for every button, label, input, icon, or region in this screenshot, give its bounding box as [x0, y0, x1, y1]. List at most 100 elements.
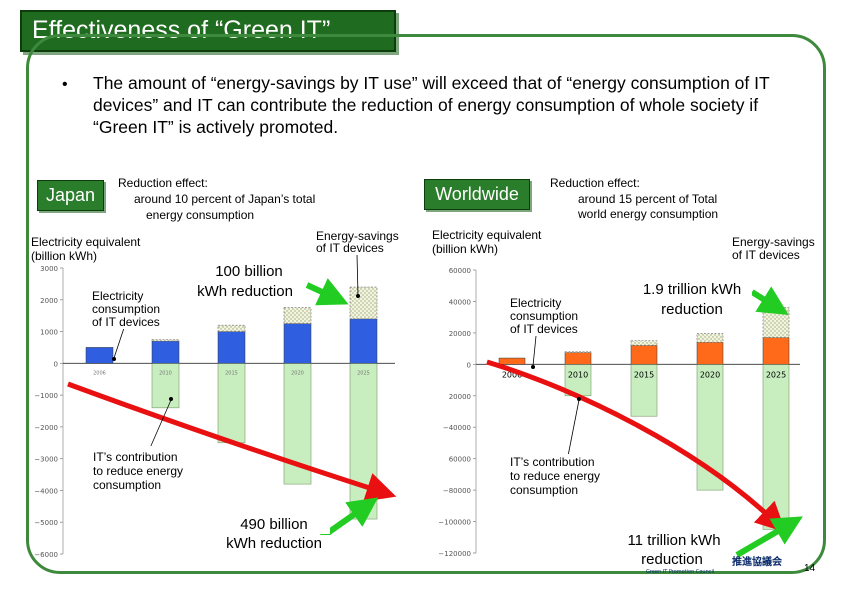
world-contribution-line-2: to reduce energy [510, 469, 601, 483]
japan-reduction-top-1: 100 billion [194, 263, 304, 281]
world-savings-bar-2015 [630, 340, 658, 346]
japan-contribution-bar-2015 [217, 363, 246, 444]
japan-category-label-2010: 2010 [159, 370, 172, 376]
japan-contribution-panel [89, 446, 199, 490]
japan-category-label-2006: 2006 [93, 370, 106, 376]
world-category-label-2020: 2020 [700, 370, 720, 379]
bullet-dot: • [62, 76, 68, 93]
world-contribution-bar-2015 [630, 364, 658, 417]
japan-consumption-leader-dot [112, 357, 116, 361]
world-consumption-line-1: Electricity [510, 296, 562, 310]
japan-consumption-line-2: consumption [92, 302, 161, 316]
japan-effect-line-1: Reduction effect: [118, 176, 208, 190]
world-ylabel-line-2: (billion kWh) [432, 242, 499, 256]
world-effect-line-3: world energy consumption [578, 207, 719, 221]
japan-consumption-panel [88, 287, 168, 329]
slide-title: Effectiveness of “Green IT” [32, 16, 331, 44]
world-ytick-label-6: 60000 [449, 456, 471, 464]
worldwide-region-label: Worldwide [424, 179, 530, 210]
world-consumption-line-2: consumption [510, 309, 579, 323]
world-red-arrow [486, 359, 786, 533]
world-contribution-leader-dot [577, 397, 581, 401]
japan-ytick-label-0: 3000 [40, 265, 58, 273]
world-green-arrow-top [750, 286, 789, 315]
japan-reduction-top-2: kWh reduction [186, 283, 304, 301]
world-contribution-leader [567, 399, 580, 457]
japan-ytick-label-3: 0 [54, 360, 58, 368]
japan-reduction-bottom-1: 490 billion [218, 516, 330, 534]
japan-ytick-label-4: −1000 [34, 392, 58, 400]
world-reduction-top-2: reduction [650, 301, 734, 319]
world-consumption-bar-2025 [762, 337, 790, 365]
world-consumption-panel [506, 294, 586, 336]
japan-consumption-bar-2010 [151, 340, 180, 364]
japan-consumption-bar-2015 [217, 331, 246, 364]
japan-savings-leader-dot [356, 294, 360, 298]
page-number: 14 [804, 563, 816, 574]
japan-savings-bar-2015 [217, 324, 246, 332]
title-banner: Effectiveness of “Green IT” [20, 10, 396, 52]
japan-ytick-label-8: −5000 [34, 519, 58, 527]
japan-savings-line-2: of IT devices [316, 241, 384, 255]
japan-category-label-2025: 2025 [357, 370, 370, 376]
council-logo-subtext: Green IT Promotion Council [646, 569, 714, 575]
world-consumption-bar-2006 [498, 357, 526, 365]
world-ytick-label-2: 20000 [449, 330, 471, 338]
world-reduction-bottom-1: 11 trillion kWh [616, 532, 732, 550]
intro-text: The amount of “energy-savings by IT use”… [93, 73, 770, 137]
world-ytick-label-1: 40000 [449, 298, 471, 306]
world-consumption-bar-2020 [696, 342, 724, 365]
japan-contribution-line-1: IT’s contribution [93, 450, 178, 464]
japan-consumption-line-3: of IT devices [92, 315, 160, 329]
world-reduction-top-1: 1.9 trillion kWh [632, 281, 752, 299]
world-savings-line-2: of IT devices [732, 248, 800, 262]
world-ytick-label-0: 60000 [449, 267, 471, 275]
japan-ytick-label-7: −4000 [34, 487, 58, 495]
japan-consumption-leader [113, 324, 126, 359]
japan-contribution-leader-dot [169, 397, 173, 401]
japan-ylabel-line-1: Electricity equivalent [31, 235, 141, 249]
japan-green-arrow-top [305, 278, 349, 306]
japan-ytick-label-9: −6000 [34, 551, 58, 559]
japan-ytick-label-2: 1000 [40, 329, 58, 337]
world-effect-line-2: around 15 percent of Total [578, 192, 718, 206]
japan-red-arrow [67, 381, 397, 502]
japan-contribution-line-3: consumption [93, 478, 162, 492]
world-savings-bar-2025 [762, 307, 790, 338]
japan-consumption-line-1: Electricity [92, 289, 144, 303]
council-logo: 推進協議会 Green IT Promotion Council [646, 555, 782, 575]
world-ytick-label-4: 20000 [449, 393, 471, 401]
world-contribution-line-1: IT’s contribution [510, 455, 595, 469]
japan-savings-bar-2025 [349, 286, 378, 320]
japan-consumption-bar-2020 [283, 323, 312, 364]
world-consumption-line-3: of IT devices [510, 322, 578, 336]
world-savings-bar-2020 [696, 333, 724, 343]
council-logo-text: 推進協議会 [732, 555, 782, 568]
worldwide-chart: 60000 40000 20000 0 20000 −40000 60000 −80000 −1… [438, 267, 803, 558]
japan-savings-bar-2020 [283, 307, 312, 324]
world-consumption-bar-2010 [564, 352, 592, 365]
world-category-label-2010: 2010 [568, 370, 588, 379]
japan-ytick-label-1: 2000 [40, 297, 58, 305]
world-savings-line-1: Energy-savings [732, 235, 815, 249]
japan-ytick-label-5: −2000 [34, 424, 58, 432]
content-frame [26, 34, 826, 574]
world-consumption-leader-dot [531, 365, 535, 369]
world-savings-bar-2010 [564, 351, 592, 353]
japan-savings-line-1: Energy-savings [316, 229, 399, 243]
world-category-label-2025: 2025 [766, 370, 786, 379]
world-category-label-2015: 2015 [634, 370, 654, 379]
japan-ytick-label-6: −3000 [34, 456, 58, 464]
world-consumption-leader [532, 335, 537, 367]
world-contribution-panel [506, 454, 614, 496]
world-ytick-label-8: −100000 [438, 519, 471, 527]
japan-chart: 3000 2000 1000 0 −1000 −2000 −3000 −4000 −5000 −6… [34, 254, 397, 559]
japan-consumption-bar-2006 [85, 347, 114, 364]
japan-consumption-bar-2025 [349, 318, 378, 364]
japan-category-label-2020: 2020 [291, 370, 304, 376]
world-ylabel-line-1: Electricity equivalent [432, 228, 542, 242]
world-ytick-label-3: 0 [467, 361, 471, 369]
japan-contribution-bar-2025 [349, 363, 378, 520]
japan-category-label-2015: 2015 [225, 370, 238, 376]
